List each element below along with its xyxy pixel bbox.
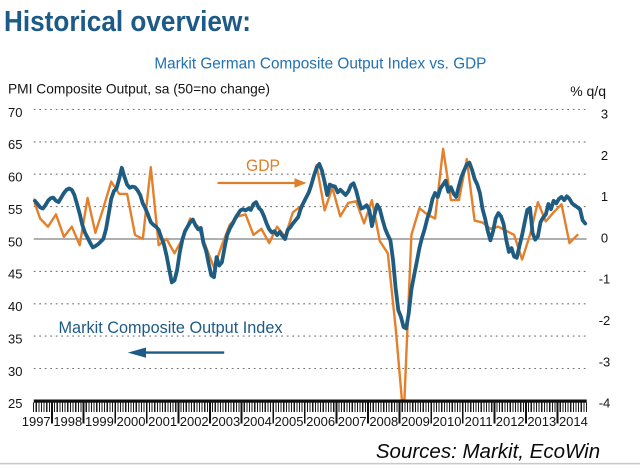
svg-text:2007: 2007	[338, 414, 367, 429]
svg-text:1999: 1999	[85, 414, 114, 429]
svg-text:40: 40	[8, 299, 22, 314]
svg-text:2: 2	[601, 148, 608, 163]
svg-text:55: 55	[8, 202, 22, 217]
svg-text:1998: 1998	[53, 414, 82, 429]
svg-text:65: 65	[8, 137, 22, 152]
svg-text:% q/q: % q/q	[570, 83, 606, 99]
svg-text:3: 3	[601, 107, 608, 122]
svg-text:Markit German Composite Output: Markit German Composite Output Index vs.…	[154, 56, 486, 73]
svg-text:0: 0	[601, 230, 608, 245]
svg-text:70: 70	[8, 105, 22, 120]
svg-text:-2: -2	[599, 313, 611, 328]
svg-text:Sources: Markit, EcoWin: Sources: Markit, EcoWin	[376, 440, 600, 463]
svg-text:1997: 1997	[22, 414, 51, 429]
svg-text:-4: -4	[599, 396, 611, 411]
svg-text:Markit Composite Output Index: Markit Composite Output Index	[59, 319, 284, 337]
svg-text:-1: -1	[599, 272, 611, 287]
svg-text:2000: 2000	[117, 414, 146, 429]
svg-text:2014: 2014	[559, 414, 588, 429]
svg-text:2012: 2012	[496, 414, 525, 429]
svg-text:2001: 2001	[148, 414, 177, 429]
svg-text:2004: 2004	[243, 414, 272, 429]
svg-text:-3: -3	[599, 354, 611, 369]
svg-text:2010: 2010	[433, 414, 462, 429]
svg-text:2006: 2006	[306, 414, 335, 429]
svg-text:30: 30	[8, 364, 22, 379]
svg-text:2011: 2011	[465, 414, 493, 429]
svg-text:GDP: GDP	[246, 157, 280, 175]
svg-text:2003: 2003	[211, 414, 240, 429]
svg-text:2008: 2008	[369, 414, 398, 429]
svg-text:45: 45	[8, 267, 22, 282]
svg-text:2009: 2009	[401, 414, 430, 429]
svg-text:50: 50	[8, 234, 22, 249]
svg-text:2005: 2005	[275, 414, 304, 429]
svg-text:2002: 2002	[180, 414, 209, 429]
svg-text:Historical overview:: Historical overview:	[4, 6, 251, 38]
svg-text:2013: 2013	[527, 414, 556, 429]
svg-text:60: 60	[8, 170, 22, 185]
svg-text:25: 25	[8, 396, 22, 411]
svg-text:35: 35	[8, 331, 22, 346]
svg-text:PMI Composite Output, sa (50=n: PMI Composite Output, sa (50=no change)	[8, 81, 270, 97]
svg-text:1: 1	[601, 189, 608, 204]
